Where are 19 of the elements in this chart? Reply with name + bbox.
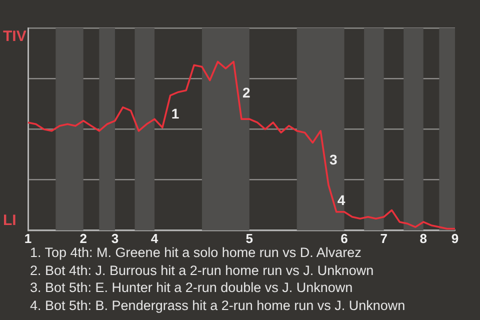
x-tick-label: 3 <box>111 230 119 246</box>
x-tick-label: 6 <box>340 230 348 246</box>
text: 3. Bot 5th: E. Hunter hit a 2-run double vs J. Unknown <box>30 279 354 296</box>
x-tick-label: 1 <box>24 230 32 246</box>
x-tick-label: 8 <box>420 230 427 246</box>
annotation: 3 <box>330 152 338 168</box>
text: 4. Bot 5th: B. Pendergrass hit a 2-run home run vs J. Unknown <box>30 296 406 314</box>
x-tick-label: 7 <box>380 230 388 246</box>
text: 2. Bot 4th: J. Burrous hit a 2-run home run vs J. Unknown <box>30 262 375 279</box>
text: LI <box>3 212 16 230</box>
x-tick-label: 5 <box>246 230 254 246</box>
text: 1. Top 4th: M. Greene hit a solo home run vs D. Alvarez <box>30 244 362 262</box>
x-tick-label: 9 <box>451 230 459 246</box>
x-tick-label: 4 <box>150 230 159 246</box>
text: TIV <box>3 28 26 45</box>
x-tick-label: 2 <box>80 230 87 246</box>
annotation: 1 <box>171 105 180 122</box>
annotation: 4 <box>337 192 346 208</box>
annotation: 2 <box>242 84 251 100</box>
